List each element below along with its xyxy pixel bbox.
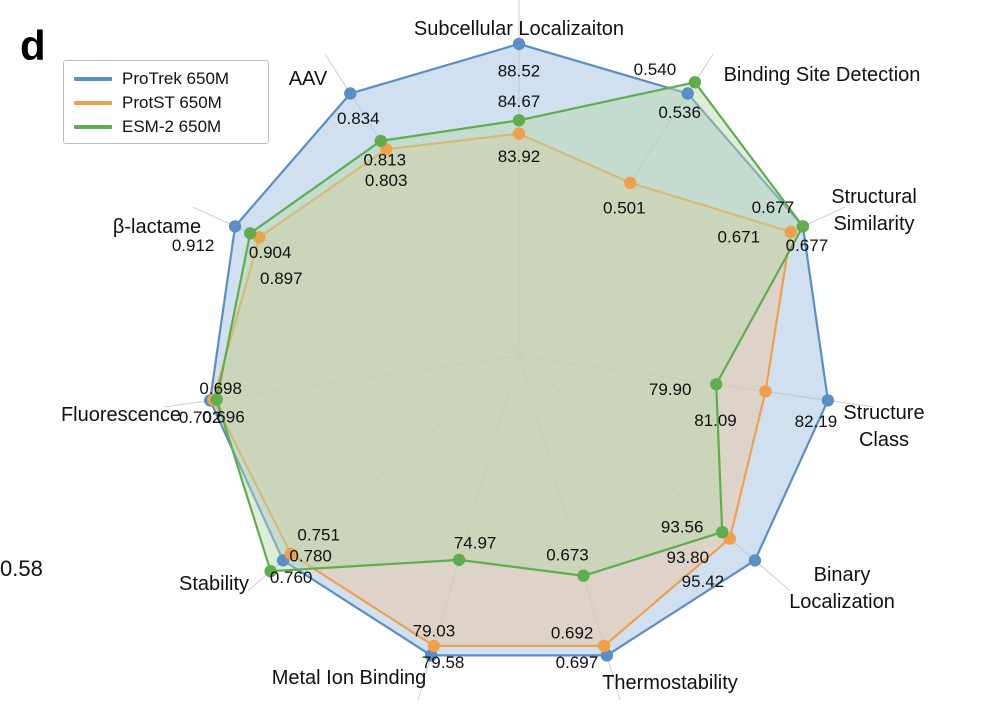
value-label-protst-650m-binding-site-detection: 0.501 <box>603 198 646 217</box>
value-label-protrek-650m-thermostability: 0.697 <box>556 653 599 672</box>
value-label-protst-650m-metal-ion-binding: 79.03 <box>413 621 456 640</box>
value-label-esm-2-650m-fluorescence: 0.698 <box>199 379 242 398</box>
value-label-protrek-650m-structure-class: 82.19 <box>795 412 838 431</box>
axis-label-fluorescence: Fluorescence <box>61 404 181 426</box>
value-label-esm-2-650m-binding-site-detection: 0.540 <box>634 60 677 79</box>
point-protrek-650m-metal-ion-binding <box>424 649 438 662</box>
value-label-protrek-650m-stability: 0.760 <box>270 568 313 587</box>
axis-label-line: Class <box>859 429 909 451</box>
point-protrek-650m-subcellular-localizaiton <box>512 37 526 51</box>
point-protst-650m-structure-class <box>759 385 772 398</box>
axis-label-structural-similarity: Structural Similarity <box>831 186 917 235</box>
value-label-protst-650m-fluorescence: 0.696 <box>202 407 245 426</box>
point-protrek-650m-aav <box>344 87 357 100</box>
panel-label: d <box>20 22 46 69</box>
value-label-protrek-650m-lactame: 0.912 <box>172 236 215 255</box>
value-label-esm-2-650m-thermostability: 0.673 <box>546 545 589 564</box>
axis-label-line: Structural <box>831 186 917 208</box>
point-esm-2-650m-structure-class <box>710 378 723 391</box>
axis-label-binding-site-detection: Binding Site Detection <box>724 64 921 86</box>
value-label-esm-2-650m-stability: 0.780 <box>289 547 332 566</box>
legend-item-esm2: ESM-2 650M <box>74 115 258 139</box>
value-label-protrek-650m-subcellular-localizaiton: 88.52 <box>498 61 541 80</box>
axis-label-subcellular-localizaiton: Subcellular Localizaiton <box>414 18 624 40</box>
point-protrek-650m-structure-class <box>821 394 835 407</box>
legend-swatch-protrek <box>74 77 112 81</box>
legend-label-esm2: ESM-2 650M <box>122 117 222 136</box>
point-esm-2-650m-lactame <box>244 227 257 240</box>
axis-label-aav: AAV <box>289 68 328 90</box>
value-label-esm-2-650m-structure-class: 79.90 <box>649 380 692 399</box>
value-label-esm-2-650m-aav: 0.813 <box>364 150 407 169</box>
point-protst-650m-binding-site-detection <box>624 176 637 189</box>
value-label-protst-650m-stability: 0.751 <box>297 525 340 544</box>
value-label-protst-650m-thermostability: 0.692 <box>551 623 594 642</box>
legend-swatch-protst <box>74 101 112 105</box>
value-label-protst-650m-structural-similarity: 0.671 <box>718 227 761 246</box>
point-protrek-650m-binding-site-detection <box>681 87 694 100</box>
axis-label-stability: Stability <box>179 573 249 595</box>
series-area-esm-2-650m <box>215 81 805 577</box>
point-protrek-650m-thermostability <box>600 649 614 662</box>
axis-label-line: Binding Site Detection <box>724 64 921 86</box>
axis-label-metal-ion-binding: Metal Ion Binding <box>272 667 427 689</box>
value-label-esm-2-650m-lactame: 0.904 <box>249 243 292 262</box>
value-label-protrek-650m-fluorescence: 0.702 <box>179 408 222 427</box>
value-label-protst-650m-aav: 0.803 <box>365 171 408 190</box>
point-protrek-650m-lactame <box>228 220 242 233</box>
side-value-text: 0.58 <box>0 556 43 581</box>
value-label-esm-2-650m-binary-localization: 93.56 <box>661 518 704 537</box>
axis-label-line: Fluorescence <box>61 404 181 426</box>
point-protst-650m-subcellular-localizaiton <box>512 127 526 140</box>
point-esm-2-650m-binding-site-detection <box>688 76 702 89</box>
axis-label-line: Stability <box>179 573 249 595</box>
chart-legend: ProTrek 650M ProtST 650M ESM-2 650M <box>63 60 269 144</box>
value-label-protrek-650m-aav: 0.834 <box>337 109 380 128</box>
value-label-protrek-650m-structural-similarity: 0.677 <box>752 198 795 217</box>
legend-swatch-esm2 <box>74 125 112 129</box>
axis-label-line: Binary <box>814 564 871 586</box>
value-label-protst-650m-structure-class: 81.09 <box>694 411 737 430</box>
axis-label-line: Similarity <box>833 213 914 235</box>
value-label-protst-650m-binary-localization: 93.80 <box>667 548 710 567</box>
value-label-protst-650m-subcellular-localizaiton: 83.92 <box>498 147 541 166</box>
axis-label-line: Metal Ion Binding <box>272 667 427 689</box>
point-protrek-650m-binary-localization <box>748 554 762 567</box>
legend-item-protst: ProtST 650M <box>74 91 258 115</box>
series-area-protst-650m <box>212 132 792 648</box>
point-esm-2-650m-structural-similarity <box>796 220 810 233</box>
value-label-esm-2-650m-metal-ion-binding: 74.97 <box>454 533 497 552</box>
axis-label-line: β-lactame <box>113 216 201 238</box>
point-esm-2-650m-thermostability <box>577 569 590 582</box>
point-esm-2-650m-stability <box>264 565 277 578</box>
value-label-protrek-650m-binding-site-detection: 0.536 <box>658 103 701 122</box>
point-esm-2-650m-binary-localization <box>716 525 729 539</box>
point-protst-650m-stability <box>284 547 297 560</box>
point-esm-2-650m-fluorescence <box>210 393 223 406</box>
value-label-protst-650m-lactame: 0.897 <box>260 269 303 288</box>
axis-label-line: Structure <box>843 402 924 424</box>
value-label-esm-2-650m-subcellular-localizaiton: 84.67 <box>498 92 541 111</box>
axis-label-line: Subcellular Localizaiton <box>414 18 624 40</box>
value-label-protrek-650m-metal-ion-binding: 79.58 <box>422 653 465 672</box>
value-label-esm-2-650m-structural-similarity: 0.677 <box>786 236 829 255</box>
axis-label-thermostability: Thermostability <box>602 672 738 694</box>
legend-label-protst: ProtST 650M <box>122 93 222 112</box>
axis-label-structure-class: Structure Class <box>843 402 924 451</box>
axis-label-line: Localization <box>789 591 895 613</box>
axis-label-binary-localization: Binary Localization <box>789 564 895 613</box>
axis-label-line: Thermostability <box>602 672 738 694</box>
legend-label-protrek: ProTrek 650M <box>122 69 230 88</box>
point-esm-2-650m-metal-ion-binding <box>452 553 466 567</box>
point-esm-2-650m-aav <box>374 134 387 148</box>
point-protst-650m-metal-ion-binding <box>427 639 441 653</box>
legend-item-protrek: ProTrek 650M <box>74 67 258 91</box>
axis-label-lactame: β-lactame <box>113 216 201 238</box>
point-protst-650m-thermostability <box>597 639 611 653</box>
axis-label-line: AAV <box>289 68 328 90</box>
value-label-protrek-650m-binary-localization: 95.42 <box>682 572 725 591</box>
point-protst-650m-structural-similarity <box>784 225 797 239</box>
point-esm-2-650m-subcellular-localizaiton <box>512 114 526 127</box>
